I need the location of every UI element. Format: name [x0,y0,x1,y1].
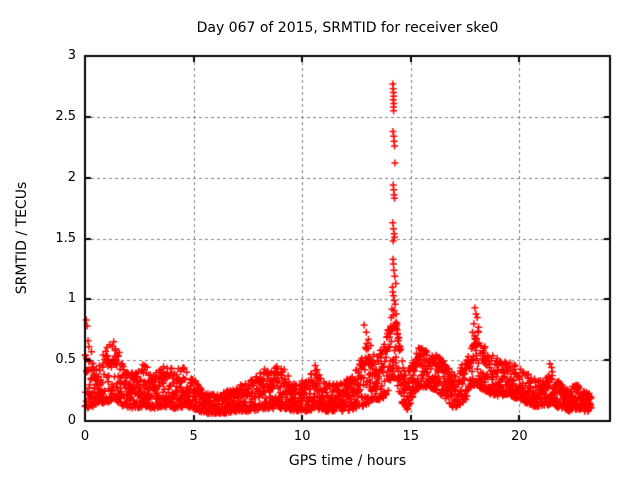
y-tick-label: 2 [67,169,76,185]
y-tick-label: 0 [67,413,76,428]
chart-title: Day 067 of 2015, SRMTID for receiver ske… [196,20,499,36]
y-tick-label: 1.5 [55,230,76,246]
x-tick-label: 0 [80,429,90,444]
x-tick-label: 10 [293,429,311,444]
x-tick-label: 20 [511,429,528,444]
x-tick-label: 5 [189,429,198,444]
x-axis-label: GPS time / hours [288,453,407,469]
x-tick-label: 15 [402,429,420,444]
y-tick-label: 3 [67,48,76,63]
y-tick-label: 0.5 [55,352,76,368]
y-tick-label: 2.5 [55,108,76,124]
y-tick-label: 1 [67,291,76,307]
